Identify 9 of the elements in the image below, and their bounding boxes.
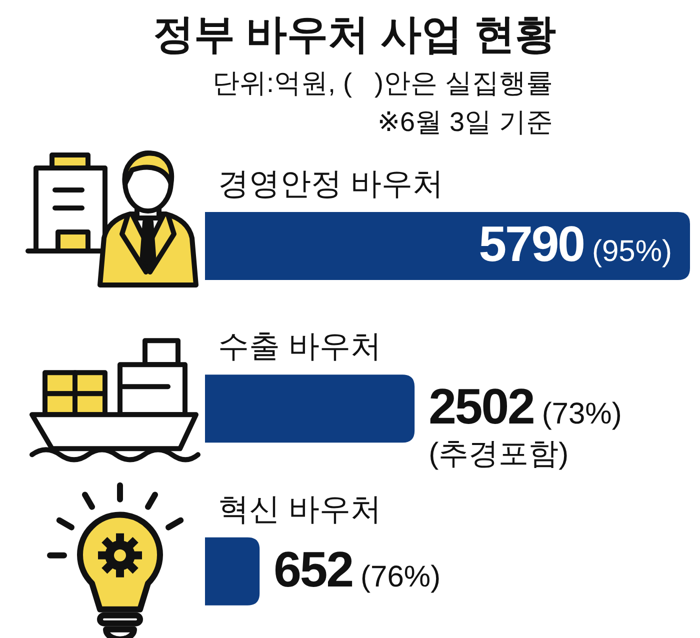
data-label: 652 (76%) bbox=[274, 541, 441, 598]
chart-subtitle: 단위:억원, ( )안은 실집행률 bbox=[212, 68, 553, 98]
annotation: ※6월 3일 기준 bbox=[377, 107, 553, 137]
data-label: 5790 (95%) bbox=[478, 216, 672, 272]
data-label: 2502 (73%) (추경포함) bbox=[428, 378, 622, 471]
chart-title: 정부 바우처 사업 현황 bbox=[152, 11, 556, 57]
y-tick-label: 혁신 바우처 bbox=[218, 491, 382, 526]
y-tick-label: 경영안정 바우처 bbox=[218, 166, 444, 201]
y-tick-label: 수출 바우처 bbox=[218, 328, 382, 364]
